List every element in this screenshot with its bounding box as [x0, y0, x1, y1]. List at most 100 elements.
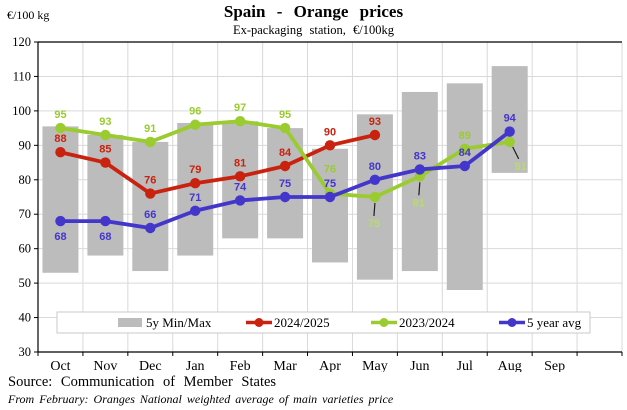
data-label: 71: [189, 192, 201, 204]
data-point: [234, 171, 246, 182]
y-tick-label: 40: [19, 311, 32, 325]
data-label: 88: [54, 133, 66, 145]
legend-box: [56, 311, 591, 334]
month-label: Jul: [457, 359, 473, 372]
data-point: [55, 147, 66, 158]
data-label: 90: [324, 126, 336, 138]
data-label: 89: [459, 130, 471, 142]
data-label: 96: [189, 106, 201, 118]
y-tick-label: 30: [19, 345, 32, 359]
chart-title: Spain - Orange prices: [223, 2, 404, 21]
data-point: [100, 129, 111, 141]
data-point: [369, 191, 381, 203]
legend-label-5-year-avg: 5 year avg: [527, 315, 582, 330]
data-label: 91: [515, 161, 527, 173]
y-tick-label: 90: [19, 138, 32, 152]
data-label: 83: [414, 150, 426, 162]
data-label: 68: [54, 231, 66, 243]
data-point: [234, 195, 246, 206]
orange-prices-chart: 30 40 50 60 70 80 90 100 110 120 Oct Nov Dec Jan Feb Ma…: [12, 35, 623, 372]
month-label: Nov: [93, 359, 117, 372]
chart-footer: Source: Communication of Member States F…: [8, 374, 618, 407]
month-label: Jan: [186, 359, 205, 372]
minmax-bar: [312, 148, 348, 263]
y-tick-label: 50: [19, 276, 32, 290]
label-leader-line: [512, 146, 520, 160]
data-point: [324, 191, 336, 203]
y-tick-label: 110: [13, 69, 31, 83]
label-leader-line: [418, 182, 421, 196]
data-point: [324, 140, 336, 151]
data-label: 95: [279, 109, 291, 121]
data-point: [414, 164, 426, 175]
minmax-bar: [132, 141, 169, 272]
data-point: [504, 136, 515, 148]
data-point: [190, 205, 201, 216]
data-label: 80: [369, 161, 381, 173]
legend-label-minmax: 5y Min/Max: [146, 315, 212, 330]
data-point: [190, 119, 201, 130]
data-point: [369, 174, 381, 185]
data-label: 91: [144, 123, 156, 135]
data-label: 75: [324, 178, 336, 190]
data-label: 94: [504, 113, 517, 125]
data-point: [100, 215, 111, 227]
y-tick-label: 100: [12, 104, 31, 118]
y-tick-label: 70: [19, 207, 32, 221]
month-label: Feb: [230, 359, 251, 372]
source-text: Source: Communication of Member States: [8, 374, 277, 390]
data-point: [279, 191, 291, 203]
data-label: 93: [369, 116, 381, 128]
legend-label-2023-2024: 2023/2024: [399, 315, 455, 330]
y-tick-label: 120: [12, 35, 31, 49]
data-point: [504, 126, 515, 137]
y-tick-label: 80: [19, 173, 32, 187]
data-label: 68: [99, 231, 111, 243]
data-label: 75: [279, 178, 291, 190]
data-label: 97: [234, 102, 246, 114]
data-label: 76: [144, 175, 156, 187]
month-label: Mar: [273, 359, 297, 372]
data-point: [190, 178, 201, 189]
data-label: 76: [324, 164, 336, 176]
legend-label-2024-2025: 2024/2025: [274, 315, 330, 330]
data-point: [55, 215, 66, 227]
data-label: 74: [234, 181, 247, 193]
minmax-bar: [87, 135, 124, 256]
data-label: 84: [459, 147, 472, 159]
data-label: 66: [144, 209, 156, 221]
data-point: [55, 122, 66, 134]
data-point: [459, 160, 470, 172]
data-label: 85: [99, 144, 111, 156]
data-point: [145, 222, 156, 234]
data-point: [145, 136, 156, 148]
chart-subtitle: Ex-packaging station, €/100kg: [232, 23, 395, 37]
minmax-bar: [177, 122, 214, 256]
month-label: Sep: [544, 359, 565, 372]
data-label: 81: [234, 157, 246, 169]
data-point: [145, 188, 156, 199]
month-label: Aug: [498, 359, 522, 372]
title-block: Spain - Orange prices Ex-packaging stati…: [0, 2, 627, 38]
data-point: [100, 157, 111, 168]
legend-marker-2024-2025-dot: [254, 318, 264, 327]
data-point: [234, 116, 246, 127]
series-line-2024-2025: [58, 133, 377, 196]
y-axis-unit-label: €/100 kg: [7, 8, 50, 22]
month-label: Apr: [319, 359, 341, 372]
label-leader-line: [373, 202, 376, 217]
data-label: 81: [413, 197, 425, 209]
month-label: Dec: [139, 359, 162, 372]
data-label: 79: [189, 164, 201, 176]
legend-marker-5-year-avg-dot: [507, 318, 517, 327]
data-point: [279, 122, 291, 134]
minmax-bar: [491, 66, 528, 173]
data-point: [369, 129, 381, 141]
data-label: 75: [368, 218, 380, 230]
legend-marker-2023-2024-dot: [379, 318, 389, 327]
footnote-text: From February: Oranges National weighted…: [8, 392, 394, 406]
month-label: Jun: [410, 359, 429, 372]
month-label: Oct: [50, 359, 70, 372]
data-label: 95: [54, 109, 66, 121]
